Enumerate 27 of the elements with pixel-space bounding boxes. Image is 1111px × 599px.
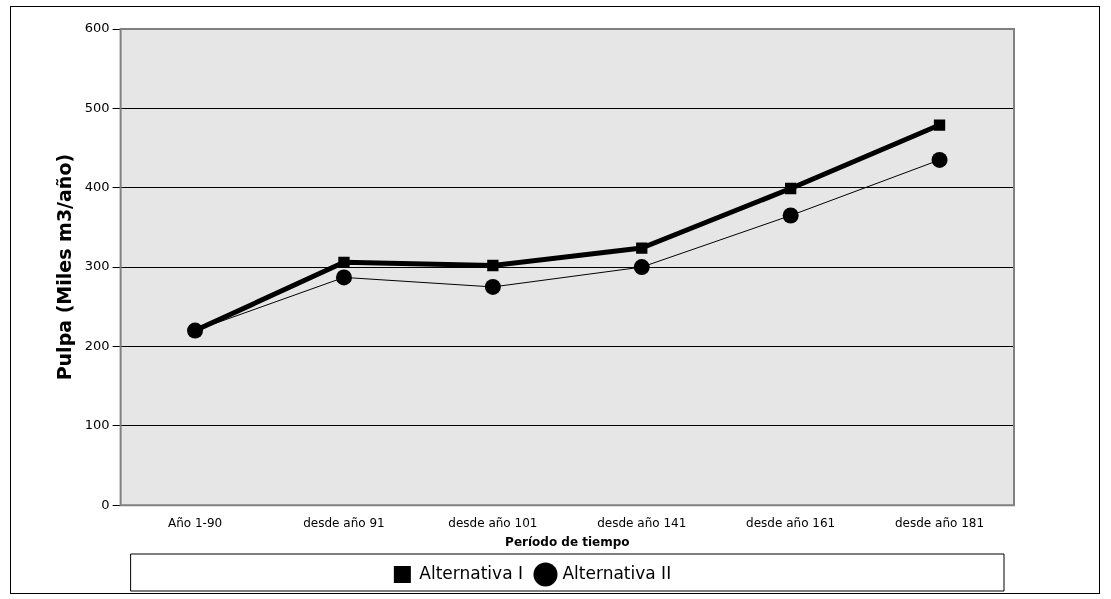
y-tick-label: 100 (84, 417, 110, 433)
point (484, 278, 501, 295)
point (782, 207, 799, 224)
point (633, 259, 650, 276)
point (487, 259, 499, 272)
y-axis-title: Pulpa (Miles m3/año) (53, 153, 76, 381)
x-tick-label: desde año 141 (597, 515, 687, 530)
legend-label: Alternativa I (419, 562, 524, 583)
y-tick-label: 200 (84, 337, 110, 353)
x-tick-label: desde año 181 (895, 515, 985, 530)
point (933, 119, 946, 131)
x-tick-label: Año 1-90 (167, 515, 223, 530)
point (931, 151, 948, 168)
point (636, 242, 648, 254)
legend-label: Alternativa II (562, 562, 672, 583)
y-tick-label: 500 (84, 99, 110, 115)
point (338, 256, 350, 268)
y-tick-label: 400 (84, 179, 110, 195)
point (785, 182, 797, 195)
x-axis-title: Período de tiempo (505, 534, 630, 549)
x-tick-label: desde año 91 (303, 515, 385, 530)
y-tick-label: 300 (84, 258, 110, 274)
x-tick-label: desde año 161 (746, 515, 836, 530)
point (335, 269, 352, 286)
x-tick-label: desde año 101 (448, 515, 538, 530)
y-tick-label: 0 (101, 496, 110, 512)
y-tick-label: 600 (84, 20, 110, 36)
